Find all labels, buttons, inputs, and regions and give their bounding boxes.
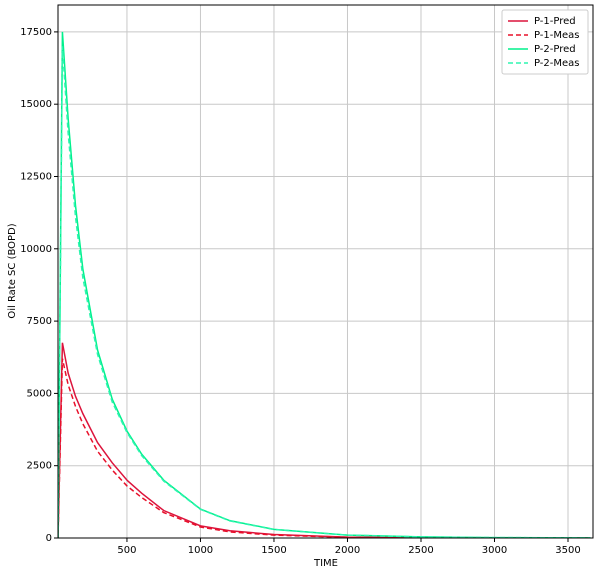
y-tick-label: 7500 xyxy=(27,316,52,327)
legend-label: P-1-Meas xyxy=(534,30,580,41)
x-axis-label: TIME xyxy=(313,558,338,569)
y-tick-label: 12500 xyxy=(20,171,52,182)
x-tick-label: 3000 xyxy=(482,545,507,556)
x-tick-label: 500 xyxy=(117,545,136,556)
series-line xyxy=(58,46,591,538)
x-tick-label: 2500 xyxy=(408,545,433,556)
x-tick-label: 2000 xyxy=(335,545,360,556)
y-tick-label: 5000 xyxy=(27,388,52,399)
plot-frame xyxy=(57,4,594,539)
y-tick-label: 2500 xyxy=(27,461,52,472)
legend-box xyxy=(501,9,589,75)
legend-label: P-1-Pred xyxy=(534,16,576,27)
series-line xyxy=(58,342,591,538)
y-tick-label: 10000 xyxy=(20,244,52,255)
x-tick-label: 3500 xyxy=(555,545,580,556)
legend-label: P-2-Pred xyxy=(534,44,576,55)
series-line xyxy=(58,31,591,538)
y-tick-label: 0 xyxy=(46,533,52,544)
x-tick-label: 1000 xyxy=(188,545,213,556)
x-tick-label: 1500 xyxy=(261,545,286,556)
legend-label: P-2-Meas xyxy=(534,58,580,69)
y-tick-label: 17500 xyxy=(20,27,52,38)
y-tick-label: 15000 xyxy=(20,99,52,110)
y-axis-label: Oil Rate SC (BOPD) xyxy=(7,223,18,318)
